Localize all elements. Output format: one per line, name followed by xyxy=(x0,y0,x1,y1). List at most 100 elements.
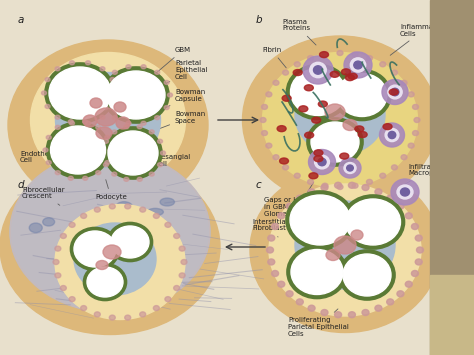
Ellipse shape xyxy=(382,80,408,104)
Text: Interstitial
Fibroblast: Interstitial Fibroblast xyxy=(252,218,288,237)
Text: Endothelial
Cell: Endothelial Cell xyxy=(20,141,73,164)
Text: d: d xyxy=(18,180,25,190)
Ellipse shape xyxy=(272,271,279,277)
Ellipse shape xyxy=(318,158,326,166)
Ellipse shape xyxy=(325,104,345,120)
Ellipse shape xyxy=(294,62,300,67)
Ellipse shape xyxy=(116,117,130,129)
Ellipse shape xyxy=(340,153,349,159)
Ellipse shape xyxy=(380,62,386,67)
Ellipse shape xyxy=(107,71,165,119)
Ellipse shape xyxy=(319,101,328,107)
Ellipse shape xyxy=(348,312,356,318)
Ellipse shape xyxy=(344,163,356,174)
Ellipse shape xyxy=(408,143,414,148)
Ellipse shape xyxy=(112,130,117,134)
Ellipse shape xyxy=(291,69,346,115)
Ellipse shape xyxy=(296,299,303,305)
Ellipse shape xyxy=(411,271,419,277)
Ellipse shape xyxy=(303,56,333,84)
Ellipse shape xyxy=(55,72,161,168)
Ellipse shape xyxy=(304,85,313,91)
Ellipse shape xyxy=(278,213,285,219)
Ellipse shape xyxy=(352,183,358,188)
Ellipse shape xyxy=(103,245,121,259)
Bar xyxy=(430,275,474,355)
Ellipse shape xyxy=(179,273,185,278)
Ellipse shape xyxy=(287,246,347,299)
Ellipse shape xyxy=(103,139,109,143)
Ellipse shape xyxy=(286,65,349,120)
Ellipse shape xyxy=(137,178,142,181)
Ellipse shape xyxy=(293,70,302,76)
Ellipse shape xyxy=(103,67,169,123)
Ellipse shape xyxy=(10,152,210,312)
Ellipse shape xyxy=(105,135,110,140)
Ellipse shape xyxy=(155,116,160,120)
Ellipse shape xyxy=(341,69,350,75)
Ellipse shape xyxy=(358,132,367,137)
Ellipse shape xyxy=(157,163,163,167)
Ellipse shape xyxy=(337,73,387,116)
Text: Mesangial
Cell: Mesangial Cell xyxy=(133,146,190,166)
Ellipse shape xyxy=(161,151,165,155)
Ellipse shape xyxy=(308,305,315,311)
Ellipse shape xyxy=(60,285,66,290)
Ellipse shape xyxy=(268,235,275,241)
Ellipse shape xyxy=(173,285,180,290)
Ellipse shape xyxy=(96,171,101,175)
Ellipse shape xyxy=(55,171,60,175)
Ellipse shape xyxy=(310,62,326,78)
Ellipse shape xyxy=(308,56,313,61)
Ellipse shape xyxy=(160,198,174,206)
Ellipse shape xyxy=(343,254,391,296)
Ellipse shape xyxy=(173,234,180,239)
Ellipse shape xyxy=(273,155,279,160)
Ellipse shape xyxy=(411,224,419,230)
Ellipse shape xyxy=(389,89,398,95)
Ellipse shape xyxy=(387,299,394,305)
Ellipse shape xyxy=(43,148,48,152)
Ellipse shape xyxy=(96,261,108,269)
Ellipse shape xyxy=(124,237,137,246)
Ellipse shape xyxy=(262,104,267,109)
Text: GBM: GBM xyxy=(150,47,191,78)
Ellipse shape xyxy=(137,125,142,129)
Ellipse shape xyxy=(109,315,115,320)
Ellipse shape xyxy=(337,185,343,190)
Ellipse shape xyxy=(295,75,385,155)
Ellipse shape xyxy=(51,126,106,174)
Ellipse shape xyxy=(339,158,361,178)
Ellipse shape xyxy=(277,126,286,132)
Ellipse shape xyxy=(112,70,117,74)
Ellipse shape xyxy=(362,185,369,191)
Ellipse shape xyxy=(380,123,404,147)
Ellipse shape xyxy=(412,104,419,109)
Ellipse shape xyxy=(71,228,119,271)
Ellipse shape xyxy=(100,115,105,119)
Ellipse shape xyxy=(391,88,399,96)
Ellipse shape xyxy=(77,242,89,250)
Ellipse shape xyxy=(70,61,74,65)
Ellipse shape xyxy=(351,230,363,240)
Ellipse shape xyxy=(100,93,104,97)
Ellipse shape xyxy=(103,163,109,167)
Ellipse shape xyxy=(273,80,279,85)
Ellipse shape xyxy=(181,260,187,264)
Ellipse shape xyxy=(283,70,289,75)
Ellipse shape xyxy=(83,263,127,300)
Ellipse shape xyxy=(321,310,328,316)
Ellipse shape xyxy=(401,155,407,160)
Ellipse shape xyxy=(155,70,160,74)
Ellipse shape xyxy=(124,125,129,129)
Ellipse shape xyxy=(348,73,357,79)
Ellipse shape xyxy=(314,150,323,156)
Ellipse shape xyxy=(104,127,162,179)
Ellipse shape xyxy=(366,179,373,184)
Ellipse shape xyxy=(149,172,154,176)
Bar xyxy=(430,0,474,355)
Ellipse shape xyxy=(167,93,173,97)
Ellipse shape xyxy=(55,204,185,320)
Ellipse shape xyxy=(383,124,392,130)
Ellipse shape xyxy=(335,312,342,318)
